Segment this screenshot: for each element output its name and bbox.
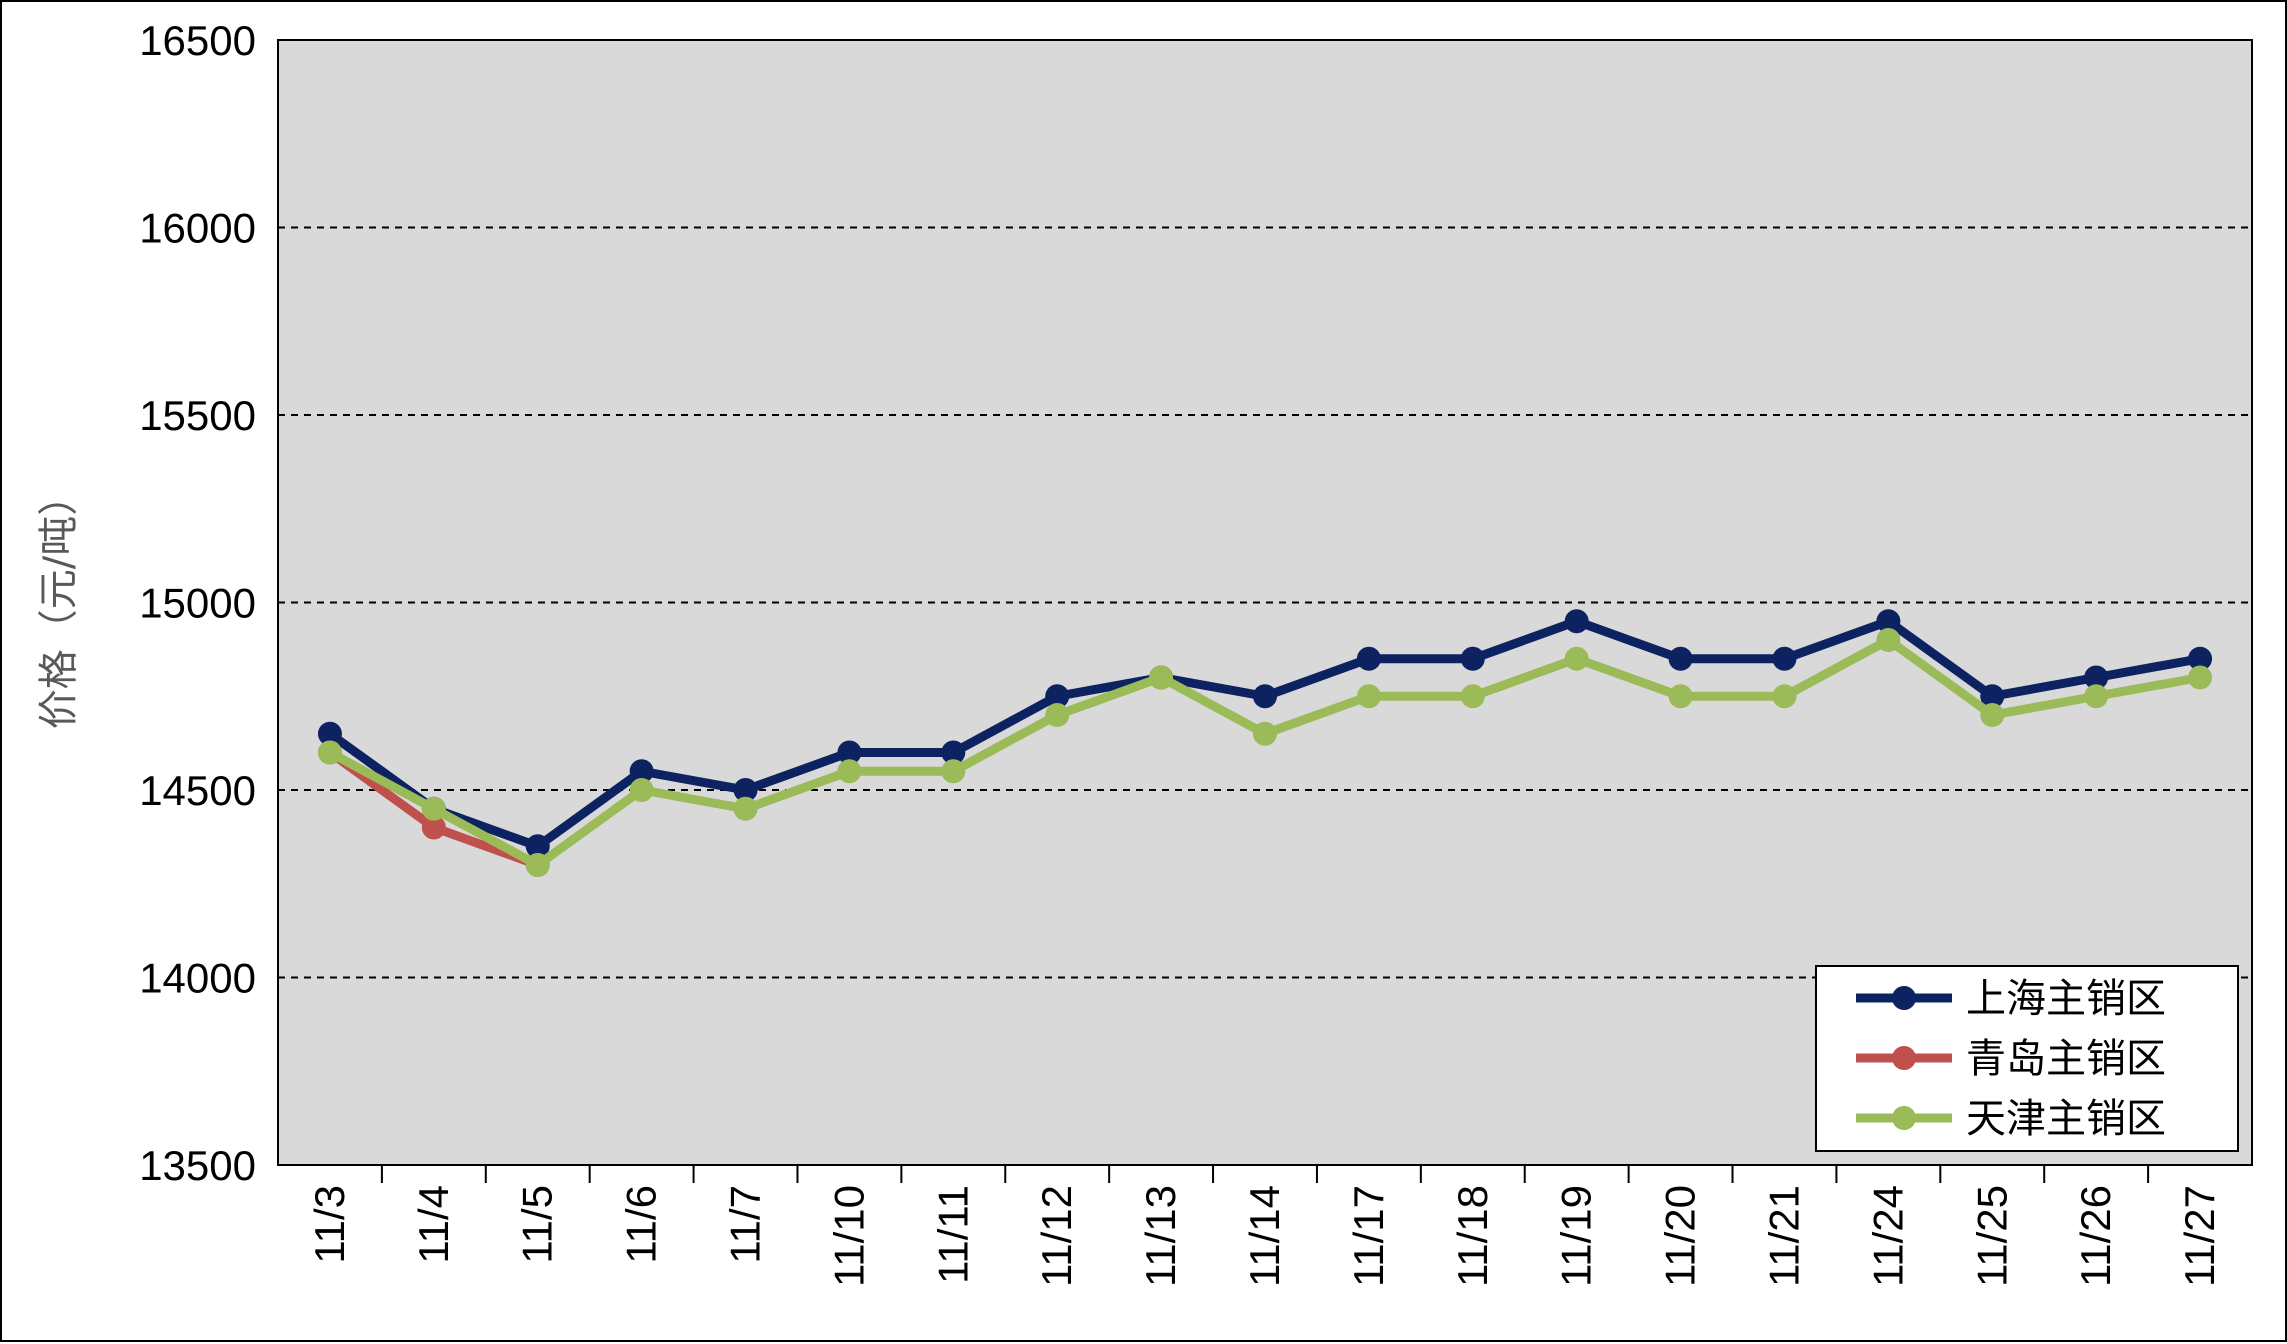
data-point	[1460, 684, 1485, 709]
data-point	[733, 796, 758, 821]
data-point	[1876, 609, 1901, 634]
x-tick-label: 11/26	[2072, 1185, 2119, 1287]
x-tick-label: 11/25	[1968, 1185, 2015, 1287]
data-point	[525, 834, 550, 859]
legend-swatch-marker	[1892, 1106, 1916, 1130]
x-tick-label: 11/14	[1241, 1185, 1288, 1287]
data-point	[2188, 665, 2213, 690]
y-tick-label: 13500	[139, 1142, 256, 1189]
x-tick-label: 11/24	[1864, 1185, 1911, 1287]
data-point	[837, 759, 862, 784]
x-tick-label: 11/3	[306, 1185, 353, 1264]
data-point	[941, 759, 966, 784]
x-tick-label: 11/21	[1760, 1185, 1807, 1287]
y-tick-label: 16000	[139, 205, 256, 252]
axes	[277, 40, 2252, 1166]
x-axis-ticks: 11/3 11/4 11/5 11/6 11/7 11/10 11/11 11/12 11/13…	[306, 1165, 2223, 1287]
x-tick-label: 11/7	[722, 1185, 769, 1264]
series	[317, 609, 2213, 859]
data-point	[629, 759, 654, 784]
x-tick-label: 11/5	[514, 1185, 561, 1264]
x-tick-label: 11/17	[1345, 1185, 1392, 1287]
y-axis-ticks: 13500 14000 14500 15000 15500 16000 16500	[139, 17, 256, 1189]
legend-label: 上海主销区	[1966, 976, 2166, 1022]
legend-label: 青岛主销区	[1966, 1036, 2166, 1082]
data-point	[1045, 684, 1070, 709]
y-tick-label: 15500	[139, 392, 256, 439]
data-point	[1772, 646, 1797, 671]
y-tick-label: 14000	[139, 955, 256, 1002]
data-point	[1564, 609, 1589, 634]
x-tick-label: 11/18	[1449, 1185, 1496, 1287]
legend-item: 上海主销区	[1856, 976, 2166, 1022]
data-point	[2084, 684, 2109, 709]
data-point	[1980, 703, 2005, 727]
x-tick-label: 11/12	[1033, 1185, 1080, 1287]
y-axis-label: 价格（元/吨）	[36, 476, 82, 729]
x-tick-label: 11/19	[1553, 1185, 1600, 1287]
data-point	[1356, 684, 1381, 709]
x-tick-label: 11/27	[2176, 1185, 2223, 1287]
data-point	[1668, 684, 1693, 709]
x-tick-label: 11/13	[1137, 1185, 1184, 1287]
data-point	[2188, 646, 2213, 671]
data-point	[733, 778, 758, 802]
x-tick-label: 11/20	[1657, 1185, 1704, 1287]
legend-swatch-marker	[1892, 1046, 1916, 1070]
series	[317, 628, 2213, 877]
y-tick-label: 14500	[139, 767, 256, 814]
data-point	[1876, 628, 1901, 652]
series-group	[317, 609, 2213, 877]
data-point	[1149, 665, 1174, 690]
data-point	[525, 853, 550, 877]
x-tick-label: 11/4	[410, 1185, 457, 1264]
data-point	[421, 815, 446, 840]
data-point	[1564, 646, 1589, 671]
legend-swatch-marker	[1892, 986, 1916, 1010]
legend-label: 天津主销区	[1966, 1096, 2166, 1142]
data-point	[1356, 646, 1381, 671]
data-point	[1980, 684, 2005, 709]
data-point	[1668, 646, 1693, 671]
x-tick-label: 11/10	[825, 1185, 872, 1287]
x-tick-label: 11/11	[929, 1185, 976, 1284]
x-tick-label: 11/6	[618, 1185, 665, 1264]
data-point	[2084, 665, 2109, 690]
data-point	[837, 740, 862, 765]
y-tick-label: 15000	[139, 580, 256, 627]
legend-item: 天津主销区	[1856, 1096, 2166, 1142]
data-point	[1772, 684, 1797, 709]
data-point	[317, 740, 342, 765]
legend-item: 青岛主销区	[1856, 1036, 2166, 1082]
data-point	[1460, 646, 1485, 671]
data-point	[421, 796, 446, 821]
data-point	[1253, 721, 1277, 746]
data-point	[317, 721, 342, 746]
y-tick-label: 16500	[139, 17, 256, 64]
data-point	[941, 740, 966, 765]
data-point	[1045, 703, 1070, 727]
data-point	[629, 778, 654, 802]
data-point	[1253, 684, 1277, 709]
